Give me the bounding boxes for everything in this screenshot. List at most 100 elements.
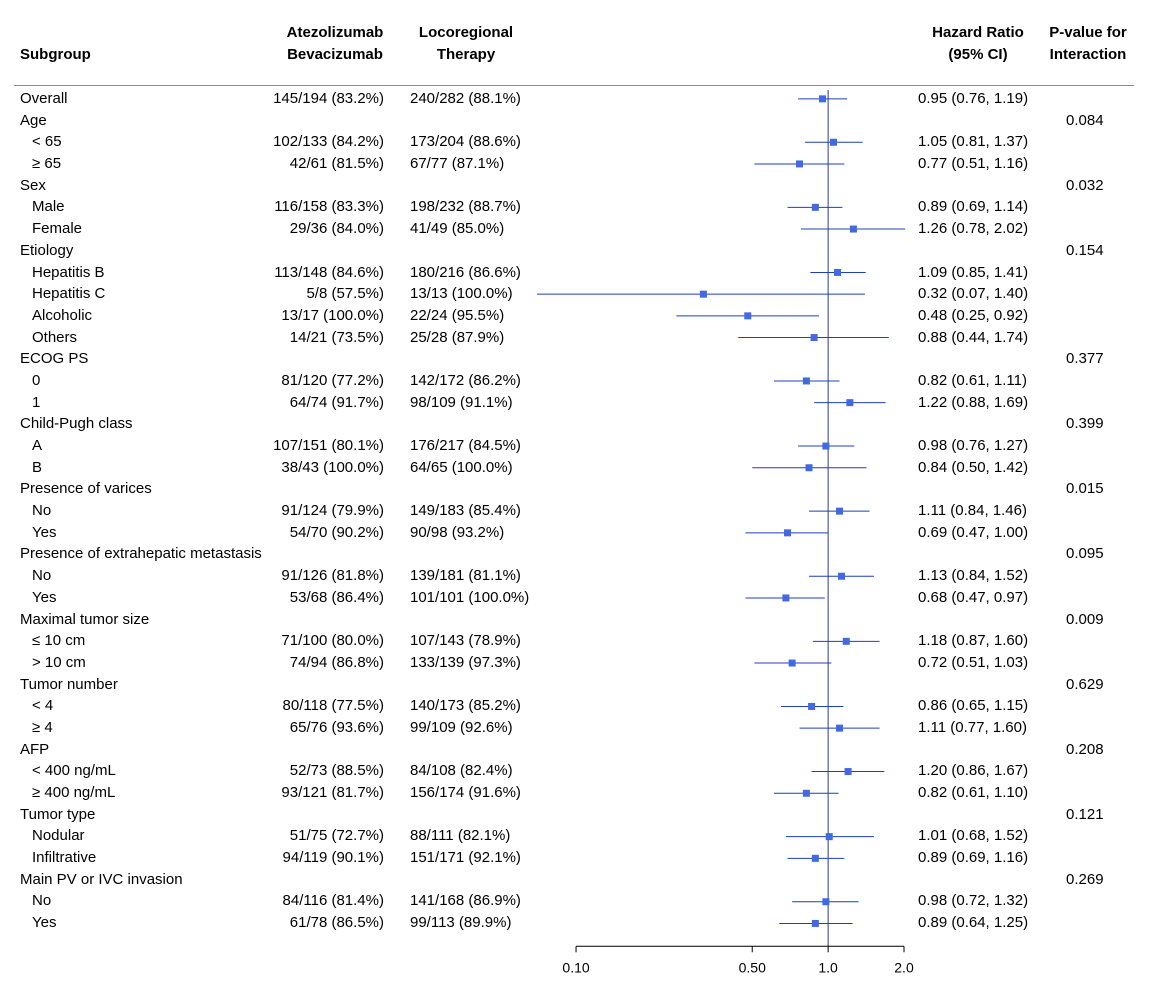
forest-table: Overall 145/194 (83.2%) 240/282 (88.1%) 0.9… bbox=[0, 88, 1154, 934]
category-row: Tumor type 0.121 bbox=[0, 804, 1154, 826]
hazard-ratio-ci: 0.77 (0.51, 1.16) bbox=[918, 155, 1029, 173]
hr-point bbox=[846, 399, 854, 407]
subgroup-row: < 65 102/133 (84.2%) 173/204 (88.6%) 1.05 (… bbox=[0, 131, 1154, 153]
hr-point bbox=[811, 854, 819, 862]
row-label: < 400 ng/mL bbox=[32, 762, 116, 780]
atezo-events: 38/43 (100.0%) bbox=[281, 458, 384, 476]
p-interaction: 0.399 bbox=[1066, 415, 1104, 433]
header-p-line2: Interaction bbox=[1049, 46, 1127, 63]
hr-point bbox=[849, 225, 857, 233]
category-row: Presence of varices 0.015 bbox=[0, 478, 1154, 500]
header-subgroup: Subgroup bbox=[20, 44, 91, 66]
row-label: 1 bbox=[32, 393, 41, 411]
row-label: No bbox=[32, 892, 52, 910]
loco-events: 64/65 (100.0%) bbox=[410, 458, 513, 476]
atezo-events: 51/75 (72.7%) bbox=[289, 827, 384, 845]
row-label: Hepatitis B bbox=[32, 263, 105, 281]
row-label: < 65 bbox=[32, 133, 62, 151]
p-interaction: 0.154 bbox=[1066, 241, 1104, 259]
atezo-events: 116/158 (83.3%) bbox=[274, 198, 384, 216]
atezo-events: 29/36 (84.0%) bbox=[289, 220, 384, 238]
subgroup-row: 0 81/120 (77.2%) 142/172 (86.2%) 0.82 (0.61… bbox=[0, 370, 1154, 392]
row-label: Yes bbox=[32, 914, 57, 932]
hazard-ratio-ci: 1.26 (0.78, 2.02) bbox=[918, 220, 1029, 238]
p-interaction: 0.208 bbox=[1066, 740, 1104, 758]
loco-events: 107/143 (78.9%) bbox=[410, 632, 521, 650]
header-locoregional-arm: Locoregional Therapy bbox=[396, 22, 536, 66]
hr-point bbox=[699, 290, 707, 298]
p-interaction: 0.629 bbox=[1066, 675, 1104, 693]
hazard-ratio-ci: 1.05 (0.81, 1.37) bbox=[918, 133, 1029, 151]
category-row: ECOG PS 0.377 bbox=[0, 348, 1154, 370]
row-label: A bbox=[32, 437, 43, 454]
loco-events: 180/216 (86.6%) bbox=[410, 263, 521, 281]
p-interaction: 0.009 bbox=[1066, 610, 1104, 628]
loco-events: 67/77 (87.1%) bbox=[410, 155, 505, 173]
row-label: ≥ 65 bbox=[32, 155, 62, 173]
row-label: Presence of varices bbox=[20, 480, 152, 498]
loco-events: 99/109 (92.6%) bbox=[410, 718, 513, 736]
subgroup-row: < 400 ng/mL 52/73 (88.5%) 84/108 (82.4%) 1.… bbox=[0, 760, 1154, 782]
header-loco-line2: Therapy bbox=[436, 46, 496, 63]
atezo-events: 94/119 (90.1%) bbox=[282, 849, 384, 867]
hr-point bbox=[834, 268, 842, 276]
loco-events: 25/28 (87.9%) bbox=[410, 328, 505, 346]
hazard-ratio-ci: 0.86 (0.65, 1.15) bbox=[918, 697, 1029, 715]
hazard-ratio-ci: 1.22 (0.88, 1.69) bbox=[918, 393, 1029, 411]
loco-events: 22/24 (95.5%) bbox=[410, 306, 505, 324]
row-label: Age bbox=[20, 111, 47, 129]
atezo-events: 74/94 (86.8%) bbox=[289, 653, 384, 671]
hazard-ratio-ci: 0.82 (0.61, 1.10) bbox=[918, 784, 1029, 801]
hazard-ratio-ci: 0.98 (0.72, 1.32) bbox=[918, 892, 1029, 910]
hr-point bbox=[811, 203, 819, 211]
atezo-events: 145/194 (83.2%) bbox=[273, 90, 384, 107]
atezo-events: 113/148 (84.6%) bbox=[274, 263, 384, 281]
hr-point bbox=[819, 95, 827, 103]
subgroup-row: 1 64/74 (91.7%) 98/109 (91.1%) 1.22 (0.88, … bbox=[0, 392, 1154, 414]
loco-events: 13/13 (100.0%) bbox=[410, 285, 513, 303]
header-loco-line1: Locoregional bbox=[418, 24, 514, 41]
subgroup-row: < 4 80/118 (77.5%) 140/173 (85.2%) 0.86 (0.… bbox=[0, 695, 1154, 717]
loco-events: 142/172 (86.2%) bbox=[410, 371, 521, 389]
hr-point bbox=[802, 789, 810, 797]
header-hr-line2: (95% CI) bbox=[948, 46, 1008, 63]
loco-events: 240/282 (88.1%) bbox=[410, 90, 521, 107]
subgroup-row: Female 29/36 (84.0%) 41/49 (85.0%) 1.26 (0.… bbox=[0, 218, 1154, 240]
header-atezo-line1: Atezolizumab bbox=[286, 24, 384, 41]
hazard-ratio-ci: 0.32 (0.07, 1.40) bbox=[918, 285, 1029, 303]
loco-events: 101/101 (100.0%) bbox=[410, 588, 530, 606]
subgroup-row: > 10 cm 74/94 (86.8%) 133/139 (97.3%) 0.72 … bbox=[0, 652, 1154, 674]
header-subgroup-label: Subgroup bbox=[20, 46, 91, 63]
row-label: Etiology bbox=[20, 241, 74, 259]
subgroup-row: Nodular 51/75 (72.7%) 88/111 (82.1%) 1.01 (… bbox=[0, 825, 1154, 847]
atezo-events: 5/8 (57.5%) bbox=[306, 285, 384, 303]
hr-point bbox=[805, 464, 813, 472]
hr-point bbox=[822, 898, 830, 906]
row-label: ≥ 4 bbox=[32, 718, 53, 736]
subgroup-row: ≥ 65 42/61 (81.5%) 67/77 (87.1%) 0.77 (0.51… bbox=[0, 153, 1154, 175]
subgroup-row: Yes 53/68 (86.4%) 101/101 (100.0%) 0.68 (0.… bbox=[0, 587, 1154, 609]
subgroup-row: Alcoholic 13/17 (100.0%) 22/24 (95.5%) 0.48… bbox=[0, 305, 1154, 327]
row-label: Male bbox=[32, 198, 65, 216]
atezo-events: 91/124 (79.9%) bbox=[281, 502, 384, 520]
x-tick-label: 0.50 bbox=[739, 959, 766, 975]
row-label: Yes bbox=[32, 523, 57, 541]
loco-events: 41/49 (85.0%) bbox=[410, 220, 505, 238]
row-label: Others bbox=[32, 328, 78, 346]
atezo-events: 13/17 (100.0%) bbox=[281, 306, 384, 324]
hazard-ratio-ci: 0.72 (0.51, 1.03) bbox=[918, 653, 1029, 671]
subgroup-row: ≤ 10 cm 71/100 (80.0%) 107/143 (78.9%) 1.18… bbox=[0, 630, 1154, 652]
loco-events: 149/183 (85.4%) bbox=[410, 502, 521, 520]
atezo-events: 54/70 (90.2%) bbox=[289, 523, 384, 541]
loco-events: 88/111 (82.1%) bbox=[410, 827, 511, 845]
hazard-ratio-ci: 1.18 (0.87, 1.60) bbox=[918, 632, 1029, 650]
hr-point bbox=[829, 138, 837, 146]
header-hr-line1: Hazard Ratio bbox=[932, 24, 1024, 41]
hr-point bbox=[810, 334, 818, 342]
subgroup-row: ≥ 400 ng/mL 93/121 (81.7%) 156/174 (91.6%)… bbox=[0, 782, 1154, 804]
header-p-interaction: P-value for Interaction bbox=[1036, 22, 1140, 66]
row-label: AFP bbox=[20, 740, 50, 758]
row-label: Maximal tumor size bbox=[20, 610, 150, 628]
row-label: < 4 bbox=[32, 697, 54, 715]
